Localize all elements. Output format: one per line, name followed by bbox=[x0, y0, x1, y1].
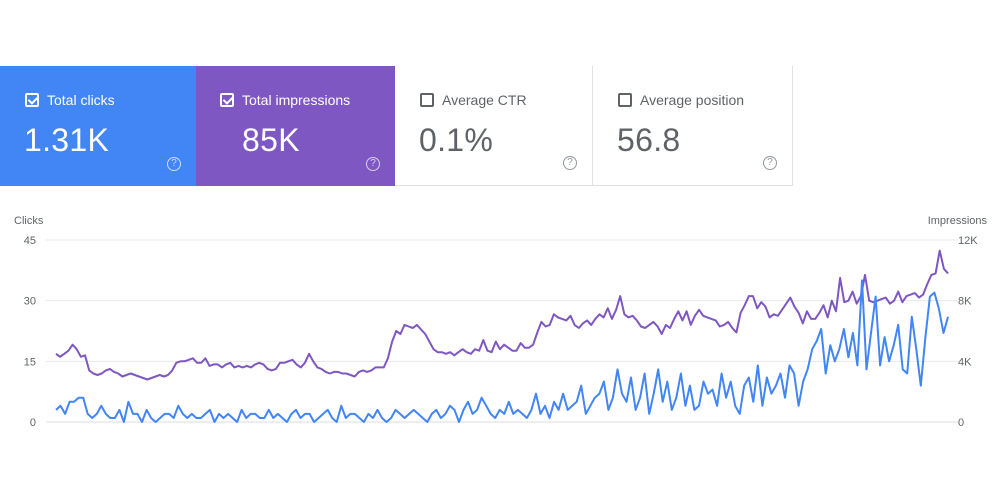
average-position-card[interactable]: Average position 56.8 ? bbox=[593, 66, 793, 186]
total-impressions-value: 85K bbox=[242, 122, 300, 158]
y-right-axis-title: Impressions bbox=[928, 215, 988, 227]
grid-lines bbox=[46, 239, 958, 423]
total-clicks-card-header: Total clicks bbox=[25, 92, 115, 108]
y-right-tick-label: 12K bbox=[958, 235, 978, 247]
help-icon[interactable]: ? bbox=[563, 156, 577, 170]
y-right-ticks: 0 4K 8K 12K bbox=[958, 235, 978, 429]
y-left-axis-title: Clicks bbox=[14, 215, 44, 227]
help-icon[interactable]: ? bbox=[366, 157, 380, 171]
total-clicks-checkbox[interactable] bbox=[25, 93, 39, 107]
y-right-tick-label: 0 bbox=[958, 417, 964, 429]
average-position-checkbox[interactable] bbox=[618, 93, 632, 107]
total-clicks-value: 1.31K bbox=[24, 122, 110, 158]
y-right-tick-label: 8K bbox=[958, 296, 972, 308]
average-ctr-label: Average CTR bbox=[442, 92, 527, 108]
y-left-tick-label: 15 bbox=[24, 356, 36, 368]
y-left-tick-label: 0 bbox=[30, 417, 36, 429]
y-left-tick-label: 30 bbox=[24, 296, 36, 308]
total-impressions-label: Total impressions bbox=[242, 92, 351, 108]
average-ctr-checkbox[interactable] bbox=[420, 93, 434, 107]
y-right-tick-label: 4K bbox=[958, 356, 972, 368]
average-ctr-value: 0.1% bbox=[419, 122, 494, 158]
total-impressions-card-header: Total impressions bbox=[220, 92, 350, 108]
average-position-card-header: Average position bbox=[618, 92, 744, 108]
help-icon[interactable]: ? bbox=[763, 156, 777, 170]
total-impressions-checkbox[interactable] bbox=[220, 93, 234, 107]
average-ctr-card[interactable]: Average CTR 0.1% ? bbox=[395, 66, 593, 186]
total-clicks-card[interactable]: Total clicks 1.31K ? bbox=[0, 66, 196, 186]
total-impressions-card[interactable]: Total impressions 85K ? bbox=[196, 66, 395, 186]
help-icon[interactable]: ? bbox=[167, 157, 181, 171]
average-position-label: Average position bbox=[640, 92, 745, 108]
metric-cards: Total clicks 1.31K ? Total impressions 8… bbox=[0, 66, 793, 186]
performance-chart: Clicks Impressions 0 15 30 45 0 4K 8K 12K bbox=[14, 215, 988, 429]
y-left-tick-label: 45 bbox=[24, 235, 36, 247]
impressions-series-line bbox=[55, 249, 949, 381]
average-ctr-card-header: Average CTR bbox=[420, 92, 527, 108]
average-position-value: 56.8 bbox=[617, 122, 681, 158]
total-clicks-label: Total clicks bbox=[47, 92, 115, 108]
series-lines bbox=[55, 249, 949, 423]
y-left-ticks: 0 15 30 45 bbox=[24, 235, 36, 429]
clicks-series-line bbox=[55, 279, 949, 423]
